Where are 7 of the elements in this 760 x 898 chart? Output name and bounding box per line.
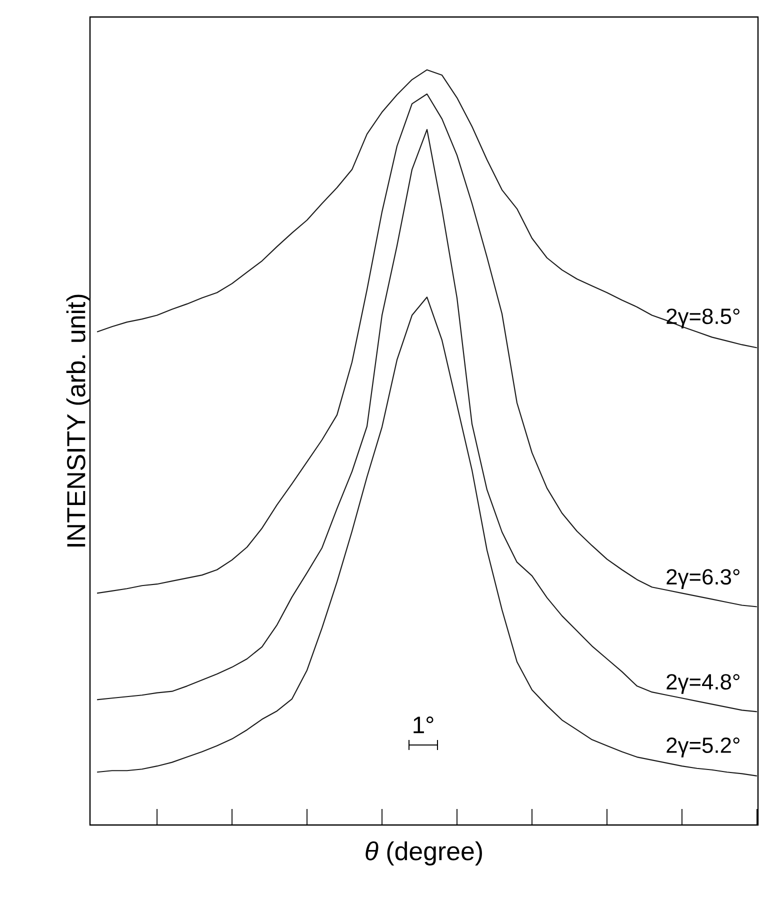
series-label: 2γ=8.5° xyxy=(666,308,740,328)
series-label: 2γ=4.8° xyxy=(666,674,740,694)
y-axis-title: INTENSITY (arb. unit) xyxy=(66,294,90,546)
series-label: 2γ=6.3° xyxy=(666,569,740,589)
annotation: 1° xyxy=(414,716,434,734)
x-axis-title: θ (degree) xyxy=(366,841,482,866)
series-label: 2γ=5.2° xyxy=(666,737,740,758)
